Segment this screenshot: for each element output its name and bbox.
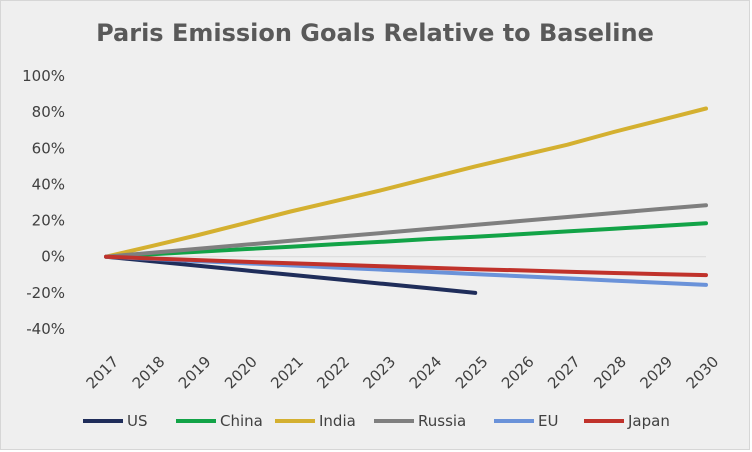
- x-tick-label: 2017: [83, 353, 123, 393]
- x-tick-label: 2018: [129, 353, 169, 393]
- y-tick-label: -20%: [26, 284, 65, 302]
- x-tick-label: 2022: [313, 353, 353, 393]
- y-tick-label: 80%: [32, 103, 65, 121]
- x-tick-label: 2026: [498, 353, 538, 393]
- y-tick-label: 0%: [41, 248, 65, 266]
- legend-label-us: US: [127, 412, 148, 430]
- legend-label-russia: Russia: [418, 412, 466, 430]
- x-tick-label: 2020: [221, 353, 261, 393]
- x-tick-label: 2024: [406, 353, 446, 393]
- x-tick-label: 2029: [636, 353, 676, 393]
- legend-label-china: China: [220, 412, 263, 430]
- series-line-china: [104, 221, 708, 259]
- y-tick-label: 40%: [32, 175, 65, 193]
- legend-label-india: India: [319, 412, 356, 430]
- series-line-india: [104, 106, 708, 259]
- chart-title: Paris Emission Goals Relative to Baselin…: [96, 19, 654, 47]
- x-tick-label: 2028: [590, 353, 630, 393]
- x-tick-label: 2023: [360, 353, 400, 393]
- x-tick-label: 2021: [267, 353, 307, 393]
- y-tick-label: 60%: [32, 139, 65, 157]
- x-tick-label: 2027: [544, 353, 584, 393]
- x-tick-label: 2019: [175, 353, 215, 393]
- y-tick-label: 100%: [22, 67, 65, 85]
- x-tick-label: 2030: [683, 353, 723, 393]
- y-tick-label: -40%: [26, 320, 65, 338]
- y-tick-label: 20%: [32, 212, 65, 230]
- legend-label-eu: EU: [538, 412, 558, 430]
- series-line-japan: [104, 254, 708, 278]
- series-line-russia: [104, 203, 708, 259]
- x-tick-label: 2025: [452, 353, 492, 393]
- legend-label-japan: Japan: [627, 412, 670, 430]
- series-line-us: [104, 254, 478, 295]
